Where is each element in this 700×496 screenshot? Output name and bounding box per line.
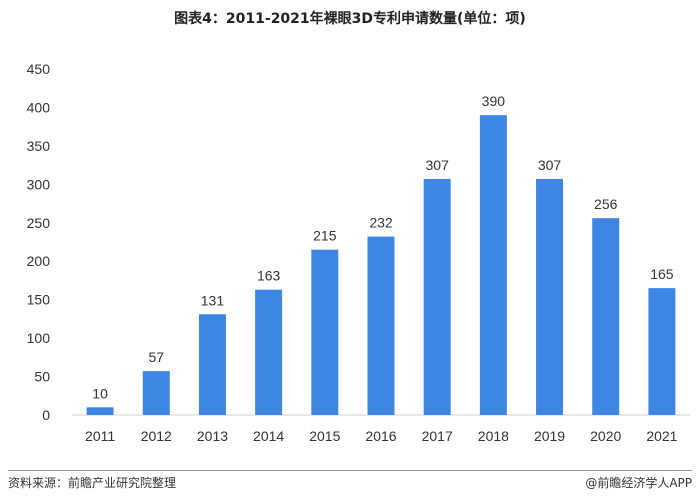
bar-chart: 0 50 100 150 200 250 300 350 400 450 10 57 131 163 21… xyxy=(27,61,690,444)
y-tick-label: 200 xyxy=(27,253,51,269)
bar-2016 xyxy=(367,236,395,415)
x-tick-label: 2013 xyxy=(197,428,228,444)
data-label-2013: 131 xyxy=(201,292,225,308)
y-tick-label: 400 xyxy=(27,99,51,115)
y-tick-label: 0 xyxy=(42,407,50,423)
data-label-2015: 215 xyxy=(313,228,337,244)
x-tick-label: 2020 xyxy=(590,428,621,444)
bar-2014 xyxy=(255,289,283,415)
x-tick-label: 2015 xyxy=(309,428,340,444)
x-tick-label: 2011 xyxy=(85,428,115,444)
brand-note: @前瞻经济学人APP xyxy=(585,476,692,490)
x-tick-label: 2018 xyxy=(478,428,509,444)
data-label-2018: 390 xyxy=(482,93,506,109)
y-tick-label: 50 xyxy=(34,369,50,385)
bar-2013 xyxy=(198,314,226,415)
x-tick-label: 2019 xyxy=(534,428,565,444)
y-tick-label: 150 xyxy=(27,292,51,308)
data-label-2017: 307 xyxy=(426,157,450,173)
data-label-2011: 10 xyxy=(92,385,108,401)
x-tick-label: 2017 xyxy=(422,428,453,444)
x-tick-label: 2016 xyxy=(365,428,396,444)
x-tick-label: 2014 xyxy=(253,428,284,444)
bar-2011 xyxy=(86,407,114,415)
chart-title: 图表4：2011-2021年裸眼3D专利申请数量(单位：项) xyxy=(174,11,526,27)
bar-2015 xyxy=(311,249,339,415)
y-tick-label: 100 xyxy=(27,330,51,346)
data-label-2016: 232 xyxy=(369,215,393,231)
data-label-2012: 57 xyxy=(148,349,164,365)
bar-2020 xyxy=(592,218,620,415)
y-tick-label: 350 xyxy=(27,138,51,154)
footer: 资料来源：前瞻产业研究院整理 @前瞻经济学人APP xyxy=(8,470,692,492)
x-tick-label: 2021 xyxy=(646,428,677,444)
bar-2017 xyxy=(423,178,451,415)
y-tick-label: 450 xyxy=(27,61,51,77)
source-note: 资料来源：前瞻产业研究院整理 xyxy=(8,476,177,490)
y-tick-label: 300 xyxy=(27,176,51,192)
bar-2021 xyxy=(648,288,676,415)
data-label-2020: 256 xyxy=(594,196,618,212)
x-tick-label: 2012 xyxy=(141,428,172,444)
y-tick-label: 250 xyxy=(27,215,51,231)
x-axis: 2011 2012 2013 2014 2015 2016 2017 2018 2019 2020… xyxy=(85,428,678,444)
bar-2019 xyxy=(536,178,564,415)
bar-2018 xyxy=(479,115,507,415)
data-label-2014: 163 xyxy=(257,268,281,284)
bar-2012 xyxy=(142,371,170,415)
data-label-2021: 165 xyxy=(650,266,674,282)
y-axis: 0 50 100 150 200 250 300 350 400 450 xyxy=(27,61,51,423)
bars: 10 57 131 163 215 232 307 390 307 256 165 xyxy=(86,93,676,415)
data-label-2019: 307 xyxy=(538,157,562,173)
